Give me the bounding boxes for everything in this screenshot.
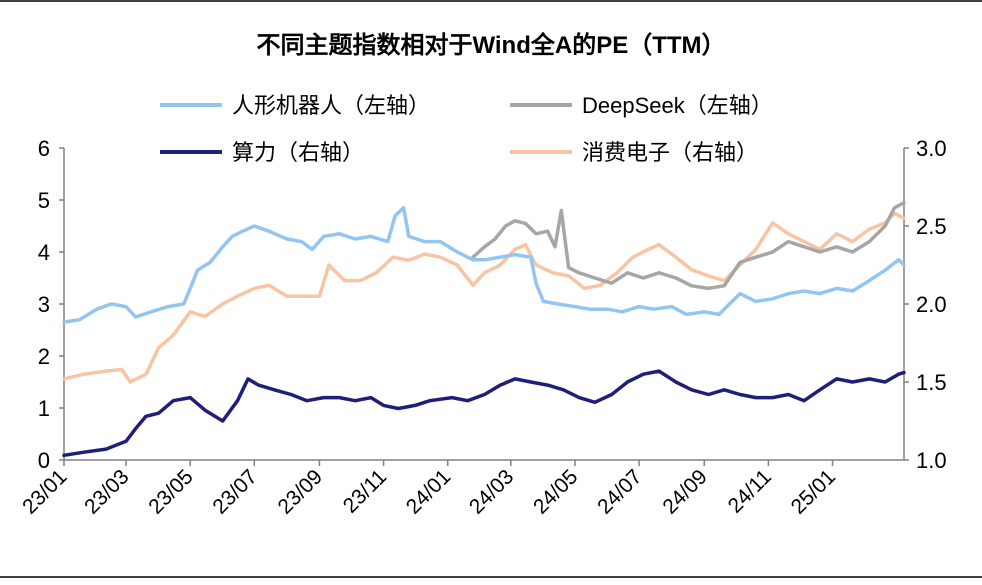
y-left-tick-label: 3	[38, 292, 50, 317]
x-tick-label: 23/05	[144, 465, 197, 518]
x-tick-label: 23/11	[339, 465, 391, 517]
y-left-tick-label: 5	[38, 188, 50, 213]
chart-title: 不同主题指数相对于Wind全A的PE（TTM）	[256, 31, 725, 59]
x-tick-label: 24/05	[529, 465, 582, 518]
y-left-tick-label: 6	[38, 136, 50, 161]
series-line-0	[62, 206, 906, 324]
y-left-tick-label: 4	[38, 240, 50, 265]
series-group	[62, 200, 906, 458]
x-tick-label: 24/07	[593, 465, 646, 518]
y-right-tick-label: 1.0	[916, 448, 947, 473]
legend-label-0: 人形机器人（左轴）	[232, 93, 430, 118]
x-tick-label: 24/09	[658, 465, 711, 518]
x-tick-label: 24/11	[724, 465, 776, 517]
x-tick-label: 23/07	[208, 465, 261, 518]
y-left-tick-label: 1	[38, 396, 50, 421]
x-tick-label: 23/09	[274, 465, 327, 518]
x-tick-label: 23/03	[80, 465, 133, 518]
y-left-tick-label: 2	[38, 344, 50, 369]
x-tick-label: 25/01	[787, 465, 840, 518]
series-line-1	[471, 200, 906, 291]
x-tick-label: 23/01	[18, 465, 71, 518]
legend-label-3: 消费电子（右轴）	[582, 140, 758, 165]
legend-label-2: 算力（右轴）	[232, 140, 364, 165]
legend-label-1: DeepSeek（左轴）	[582, 93, 773, 118]
legend: 人形机器人（左轴） DeepSeek（左轴） 算力（右轴） 消费电子（右轴）	[160, 93, 773, 165]
x-tick-label: 24/01	[402, 465, 455, 518]
x-tick-label: 24/03	[465, 465, 518, 518]
y-right-tick-label: 3.0	[916, 136, 947, 161]
y-left-tick-label: 0	[38, 448, 50, 473]
y-right-tick-label: 2.5	[916, 214, 947, 239]
y-right-tick-label: 1.5	[916, 370, 947, 395]
y-right-tick-label: 2.0	[916, 292, 947, 317]
series-line-3	[62, 211, 906, 384]
series-line-2	[62, 369, 906, 458]
